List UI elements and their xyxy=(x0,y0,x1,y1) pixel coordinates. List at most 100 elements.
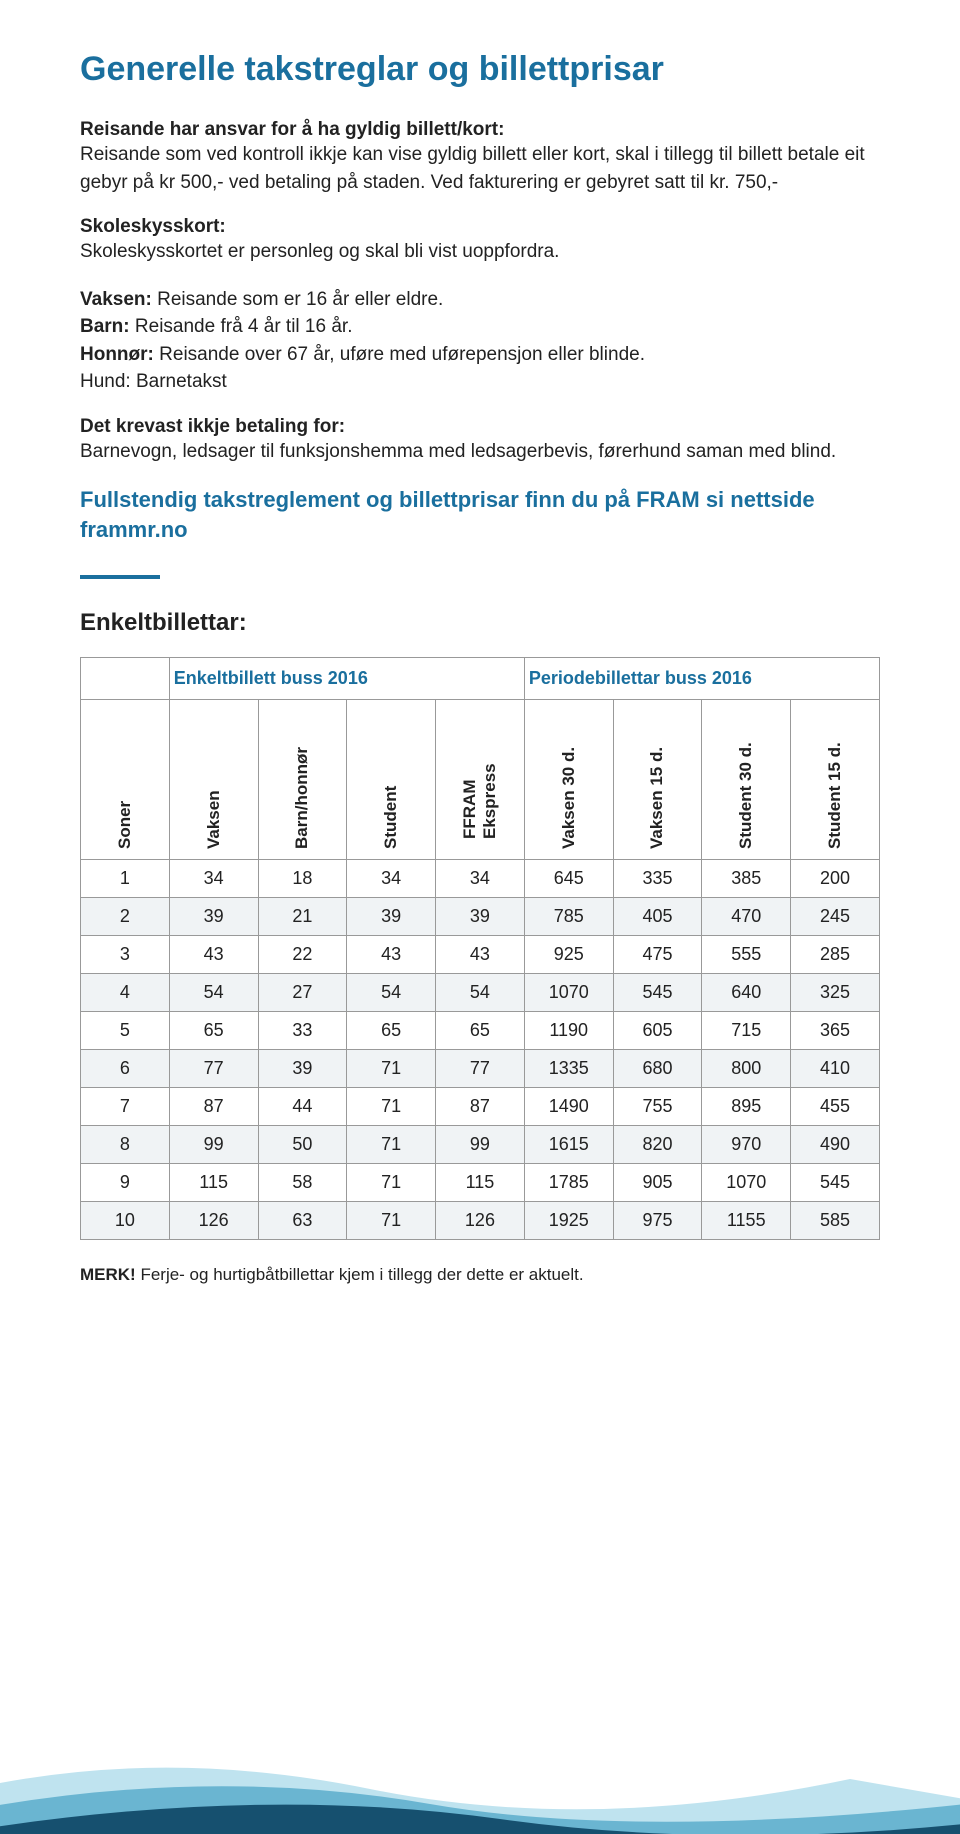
table-cell: 335 xyxy=(613,859,702,897)
table-cell: 65 xyxy=(436,1011,525,1049)
table-row: 8995071991615820970490 xyxy=(81,1125,880,1163)
table-cell: 645 xyxy=(524,859,613,897)
table-cell: 475 xyxy=(613,935,702,973)
table-cell: 54 xyxy=(436,973,525,1011)
table-row: 5653365651190605715365 xyxy=(81,1011,880,1049)
table-cell: 605 xyxy=(613,1011,702,1049)
table-cell: 490 xyxy=(791,1125,880,1163)
table-cell: 71 xyxy=(347,1087,436,1125)
table-cell: 8 xyxy=(81,1125,170,1163)
table-cell: 65 xyxy=(347,1011,436,1049)
hund-term: Hund xyxy=(80,371,125,392)
table-cell: 755 xyxy=(613,1087,702,1125)
merk-body: Ferje- og hurtigbåtbillettar kjem i till… xyxy=(136,1265,584,1284)
table-cell: 18 xyxy=(258,859,347,897)
reisande-body: Reisande som ved kontroll ikkje kan vise… xyxy=(80,141,880,196)
no-payment-title: Det krevast ikkje betaling for: xyxy=(80,416,345,437)
table-row: 4542754541070545640325 xyxy=(81,973,880,1011)
group-enkelt: Enkeltbillett buss 2016 xyxy=(169,657,524,699)
definitions: Vaksen: Reisande som er 16 år eller eldr… xyxy=(80,286,880,396)
table-cell: 1490 xyxy=(524,1087,613,1125)
table-cell: 27 xyxy=(258,973,347,1011)
table-cell: 800 xyxy=(702,1049,791,1087)
table-cell: 2 xyxy=(81,897,170,935)
table-cell: 680 xyxy=(613,1049,702,1087)
table-cell: 77 xyxy=(169,1049,258,1087)
table-cell: 43 xyxy=(169,935,258,973)
col-vaksen: Vaksen xyxy=(169,699,258,859)
table-cell: 545 xyxy=(613,973,702,1011)
table-cell: 975 xyxy=(613,1201,702,1239)
table-cell: 3 xyxy=(81,935,170,973)
table-cell: 410 xyxy=(791,1049,880,1087)
table-cell: 1615 xyxy=(524,1125,613,1163)
table-cell: 715 xyxy=(702,1011,791,1049)
table-cell: 87 xyxy=(169,1087,258,1125)
table-row: 9115587111517859051070545 xyxy=(81,1163,880,1201)
honnor-term: Honnør: xyxy=(80,344,154,365)
table-cell: 9 xyxy=(81,1163,170,1201)
table-row: 7874471871490755895455 xyxy=(81,1087,880,1125)
table-row: 134183434645335385200 xyxy=(81,859,880,897)
table-cell: 44 xyxy=(258,1087,347,1125)
col-vaksen15: Vaksen 15 d. xyxy=(613,699,702,859)
table-cell: 785 xyxy=(524,897,613,935)
table-cell: 39 xyxy=(347,897,436,935)
table-cell: 4 xyxy=(81,973,170,1011)
table-cell: 5 xyxy=(81,1011,170,1049)
table-cell: 555 xyxy=(702,935,791,973)
table-cell: 895 xyxy=(702,1087,791,1125)
table-cell: 365 xyxy=(791,1011,880,1049)
table-cell: 71 xyxy=(347,1125,436,1163)
table-cell: 58 xyxy=(258,1163,347,1201)
corner-cell xyxy=(81,657,170,699)
table-cell: 640 xyxy=(702,973,791,1011)
page-title: Generelle takstreglar og billettprisar xyxy=(80,50,880,89)
table-row: 239213939785405470245 xyxy=(81,897,880,935)
skoleskyss-body: Skoleskysskortet er personleg og skal bl… xyxy=(80,238,880,266)
table-cell: 99 xyxy=(436,1125,525,1163)
table-cell: 1 xyxy=(81,859,170,897)
col-vaksen30: Vaksen 30 d. xyxy=(524,699,613,859)
hund-def: : Barnetakst xyxy=(125,371,226,392)
table-cell: 545 xyxy=(791,1163,880,1201)
footer-waves xyxy=(0,1744,960,1834)
table-cell: 285 xyxy=(791,935,880,973)
table-cell: 200 xyxy=(791,859,880,897)
skoleskyss-title: Skoleskysskort: xyxy=(80,216,226,237)
barn-def: Reisande frå 4 år til 16 år. xyxy=(130,316,353,337)
reisande-title: Reisande har ansvar for å ha gyldig bill… xyxy=(80,119,504,140)
table-cell: 54 xyxy=(169,973,258,1011)
table-cell: 43 xyxy=(436,935,525,973)
table-cell: 6 xyxy=(81,1049,170,1087)
table-cell: 115 xyxy=(436,1163,525,1201)
table-row: 6773971771335680800410 xyxy=(81,1049,880,1087)
table-cell: 1925 xyxy=(524,1201,613,1239)
table-cell: 33 xyxy=(258,1011,347,1049)
table-cell: 1155 xyxy=(702,1201,791,1239)
table-cell: 245 xyxy=(791,897,880,935)
honnor-def: Reisande over 67 år, uføre med uførepens… xyxy=(154,344,645,365)
table-cell: 63 xyxy=(258,1201,347,1239)
table-cell: 1785 xyxy=(524,1163,613,1201)
table-cell: 905 xyxy=(613,1163,702,1201)
table-row: 10126637112619259751155585 xyxy=(81,1201,880,1239)
table-cell: 71 xyxy=(347,1163,436,1201)
table-cell: 585 xyxy=(791,1201,880,1239)
merk-note: MERK! Ferje- og hurtigbåtbillettar kjem … xyxy=(80,1265,880,1285)
table-cell: 1070 xyxy=(524,973,613,1011)
table-cell: 43 xyxy=(347,935,436,973)
table-cell: 87 xyxy=(436,1087,525,1125)
barn-term: Barn: xyxy=(80,316,130,337)
table-cell: 39 xyxy=(436,897,525,935)
vaksen-term: Vaksen: xyxy=(80,289,152,310)
table-cell: 21 xyxy=(258,897,347,935)
table-cell: 22 xyxy=(258,935,347,973)
merk-title: MERK! xyxy=(80,1265,136,1284)
table-cell: 34 xyxy=(347,859,436,897)
table-cell: 71 xyxy=(347,1049,436,1087)
table-cell: 970 xyxy=(702,1125,791,1163)
table-cell: 34 xyxy=(436,859,525,897)
table-cell: 455 xyxy=(791,1087,880,1125)
table-cell: 385 xyxy=(702,859,791,897)
